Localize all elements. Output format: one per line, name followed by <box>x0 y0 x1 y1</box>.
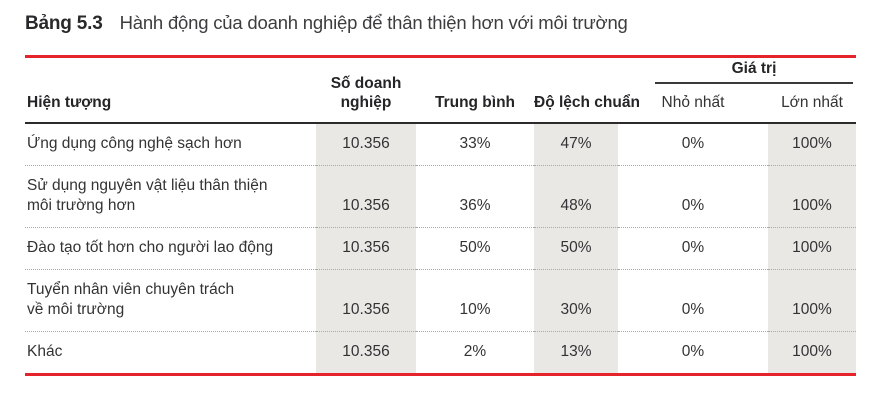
table-title: Hành động của doanh nghiệp để thân thiện… <box>119 12 628 33</box>
row-label: Khác <box>25 330 316 374</box>
cell-do-lech-chuan: 47% <box>534 122 618 165</box>
cell-do-lech-chuan: 48% <box>534 164 618 227</box>
cell-so-doanh-nghiep: 10.356 <box>316 330 416 374</box>
cell-nho-nhat: 0% <box>618 164 768 227</box>
table-caption: Bảng 5.3 Hành động của doanh nghiệp để t… <box>25 12 884 35</box>
table-row: Ứng dụng công nghệ sạch hơn 10.356 33% 4… <box>25 122 857 165</box>
column-header-so-doanh-nghiep: Số doanh nghiệp <box>316 56 416 124</box>
cell-do-lech-chuan: 50% <box>534 226 618 269</box>
table-row: Khác 10.356 2% 13% 0% 100% <box>25 330 857 374</box>
column-header-lon-nhat: Lớn nhất <box>768 88 857 124</box>
cell-do-lech-chuan: 13% <box>534 330 618 374</box>
table-row: Sử dụng nguyên vật liệu thân thiện môi t… <box>25 164 857 227</box>
row-label: Sử dụng nguyên vật liệu thân thiện môi t… <box>25 164 316 227</box>
statistics-table: Hiện tượng Số doanh nghiệp Trung bình Độ… <box>25 55 857 376</box>
column-group-gia-tri-label: Giá trị <box>655 60 854 84</box>
table-row: Tuyển nhân viên chuyên trách về môi trườ… <box>25 268 857 331</box>
cell-so-doanh-nghiep: 10.356 <box>316 268 416 331</box>
column-header-trung-binh: Trung bình <box>416 56 534 124</box>
cell-so-doanh-nghiep: 10.356 <box>316 122 416 165</box>
cell-trung-binh: 36% <box>416 164 534 227</box>
table-number: Bảng 5.3 <box>25 13 103 34</box>
cell-trung-binh: 10% <box>416 268 534 331</box>
cell-nho-nhat: 0% <box>618 226 768 269</box>
cell-so-doanh-nghiep: 10.356 <box>316 164 416 227</box>
cell-nho-nhat: 0% <box>618 330 768 374</box>
row-label: Tuyển nhân viên chuyên trách về môi trườ… <box>25 268 316 331</box>
cell-trung-binh: 50% <box>416 226 534 269</box>
cell-lon-nhat: 100% <box>768 164 857 227</box>
table-body: Ứng dụng công nghệ sạch hơn 10.356 33% 4… <box>25 122 857 374</box>
row-label: Đào tạo tốt hơn cho người lao động <box>25 226 316 269</box>
cell-lon-nhat: 100% <box>768 122 857 165</box>
table-header: Hiện tượng Số doanh nghiệp Trung bình Độ… <box>25 56 857 124</box>
cell-nho-nhat: 0% <box>618 268 768 331</box>
cell-trung-binh: 2% <box>416 330 534 374</box>
cell-trung-binh: 33% <box>459 134 491 152</box>
cell-do-lech-chuan: 30% <box>534 268 618 331</box>
column-group-gia-tri: Giá trị <box>618 57 856 89</box>
cell-nho-nhat: 0% <box>681 134 705 152</box>
cell-lon-nhat: 100% <box>768 268 857 331</box>
column-header-nho-nhat: Nhỏ nhất <box>618 88 768 124</box>
cell-lon-nhat: 100% <box>768 330 857 374</box>
column-header-do-lech-chuan: Độ lệch chuẩn <box>534 56 640 124</box>
page: { "caption": { "number": "Bảng 5.3", "ti… <box>0 12 884 409</box>
cell-so-doanh-nghiep: 10.356 <box>316 226 416 269</box>
column-header-hien-tuong: Hiện tượng <box>25 56 316 124</box>
row-label: Ứng dụng công nghệ sạch hơn <box>27 134 242 152</box>
cell-lon-nhat: 100% <box>768 226 857 269</box>
table-row: Đào tạo tốt hơn cho người lao động 10.35… <box>25 226 857 269</box>
